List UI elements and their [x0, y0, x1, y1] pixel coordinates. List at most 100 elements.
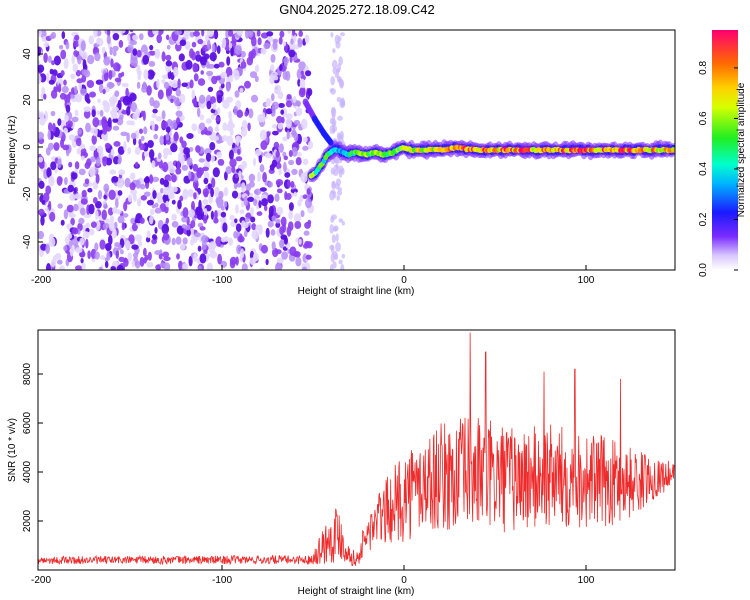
noise-cell [275, 219, 281, 224]
noise-cell [112, 33, 120, 41]
noise-cell [140, 195, 147, 201]
noise-cell [228, 237, 234, 246]
noise-cell [216, 94, 223, 104]
noise-cell [186, 229, 191, 237]
noise-cell [181, 140, 187, 149]
noise-cell [191, 41, 197, 48]
noise-cell [337, 187, 343, 192]
noise-cell [206, 100, 212, 110]
spectrogram-panel: -200 -100 0 100 Height of straight line … [7, 29, 747, 297]
noise-cell [131, 222, 138, 232]
noise-cell [199, 253, 207, 264]
noise-cell [89, 166, 96, 177]
noise-cell [272, 40, 278, 50]
noise-cell [280, 109, 285, 115]
noise-cell [46, 263, 51, 270]
noise-cell [248, 108, 254, 119]
noise-cell [179, 39, 187, 47]
noise-cell [341, 221, 345, 226]
noise-cell [336, 132, 341, 141]
noise-cell [159, 135, 164, 146]
noise-cell [117, 146, 125, 155]
noise-cell [143, 191, 151, 197]
noise-cell [119, 114, 124, 120]
noise-cell [165, 34, 170, 41]
noise-cell [86, 98, 91, 104]
noise-cell [271, 215, 277, 222]
noise-cell [193, 192, 197, 200]
noise-cell [209, 142, 216, 151]
noise-cell [130, 120, 135, 126]
noise-cell [105, 157, 113, 166]
noise-cell [275, 222, 281, 228]
noise-cell [333, 225, 339, 232]
noise-cell [144, 151, 148, 158]
noise-cell [254, 148, 262, 157]
noise-cell [129, 40, 137, 46]
noise-cell [46, 72, 50, 83]
noise-cell [236, 30, 243, 36]
bottom-xtick-label: 0 [401, 575, 407, 586]
noise-cell [303, 230, 310, 236]
noise-cell [48, 142, 54, 151]
noise-cell [45, 244, 50, 254]
noise-cell [48, 79, 55, 85]
noise-cell [132, 34, 139, 41]
noise-cell [38, 109, 41, 119]
noise-cell [131, 244, 139, 250]
noise-cell [98, 266, 103, 270]
noise-cell [83, 106, 91, 112]
top-ytick-label: -20 [22, 186, 33, 201]
noise-cell [195, 206, 203, 217]
noise-cell [250, 94, 259, 103]
noise-cell [237, 148, 241, 155]
noise-cell [239, 87, 244, 93]
noise-cell [198, 158, 205, 163]
noise-cell [89, 145, 97, 152]
noise-cell [224, 171, 228, 181]
noise-cell [289, 246, 297, 256]
noise-cell [302, 158, 309, 165]
noise-cell [165, 217, 169, 224]
noise-cell [247, 196, 255, 202]
noise-cell [203, 214, 208, 224]
noise-cell [199, 226, 206, 231]
noise-cell [193, 73, 199, 82]
noise-cell [208, 241, 217, 250]
noise-cell [272, 130, 279, 136]
noise-cell [213, 136, 220, 141]
noise-cell [240, 126, 248, 137]
noise-cell [93, 30, 98, 38]
noise-cell [131, 259, 135, 268]
colorbar-tick-label: 0.4 [698, 162, 709, 176]
noise-cell [113, 141, 121, 147]
noise-cell [51, 259, 56, 268]
noise-cell [157, 89, 164, 100]
noise-cell [259, 267, 266, 270]
noise-cell [265, 227, 270, 238]
noise-cell [271, 241, 276, 251]
noise-cell [75, 93, 83, 103]
noise-cell [233, 231, 238, 239]
noise-cell [337, 190, 342, 196]
noise-cell [239, 209, 245, 215]
colorbar-gradient [712, 30, 738, 270]
noise-cell [99, 239, 106, 250]
top-ytick-label: 0 [22, 144, 33, 150]
noise-cell [104, 260, 109, 269]
noise-cell [139, 256, 145, 267]
noise-cell [183, 30, 190, 37]
noise-cell [307, 88, 313, 97]
noise-cell [57, 158, 62, 169]
noise-cell [288, 49, 296, 58]
noise-cell [120, 249, 124, 255]
noise-cell [279, 64, 283, 72]
top-xtick-label: 100 [578, 275, 595, 286]
noise-cell [161, 110, 166, 120]
noise-cell [307, 141, 314, 149]
noise-cell [210, 187, 215, 198]
noise-cell [80, 258, 84, 264]
noise-cell [83, 109, 91, 119]
noise-cell [109, 215, 115, 223]
